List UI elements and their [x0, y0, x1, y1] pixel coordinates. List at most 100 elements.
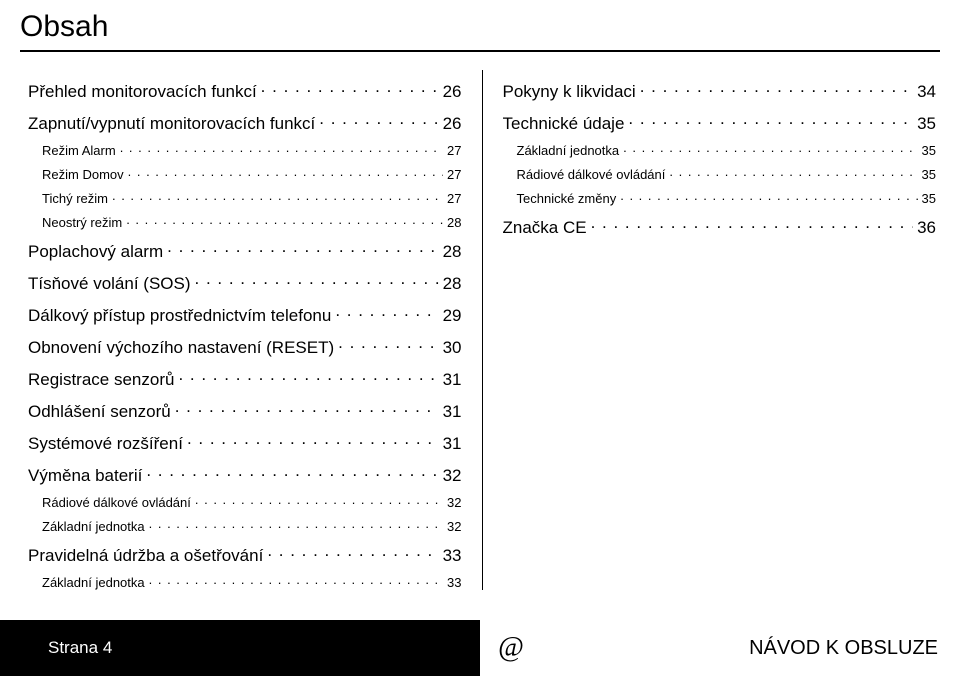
footer-right: @ NÁVOD K OBSLUZE	[480, 620, 960, 676]
toc-leader-dots	[640, 80, 913, 97]
toc-leader-dots	[178, 368, 438, 385]
title-wrap: Obsah	[0, 0, 960, 44]
toc-entry-label: Systémové rozšíření	[28, 434, 183, 454]
toc-leader-dots	[146, 464, 438, 481]
column-divider	[482, 70, 483, 590]
toc-row: Tichý režim 27	[28, 190, 462, 206]
toc-entry-label: Obnovení výchozího nastavení (RESET)	[28, 338, 334, 358]
footer-manual-label: NÁVOD K OBSLUZE	[749, 637, 938, 660]
toc-row: Značka CE 36	[503, 216, 937, 238]
toc-entry-label: Dálkový přístup prostřednictvím telefonu	[28, 306, 331, 326]
toc-leader-dots	[195, 494, 443, 507]
toc-entry-label: Neostrý režim	[42, 215, 122, 230]
toc-entry-page: 28	[447, 215, 461, 230]
toc-entry-label: Režim Domov	[42, 167, 124, 182]
toc-entry-label: Pravidelná údržba a ošetřování	[28, 546, 263, 566]
toc-entry-page: 28	[443, 242, 462, 262]
toc-entry-page: 32	[447, 495, 461, 510]
toc-row: Technické údaje 35	[503, 112, 937, 134]
toc-leader-dots	[195, 272, 439, 289]
toc-leader-dots	[175, 400, 439, 417]
toc-entry-page: 31	[443, 402, 462, 422]
toc-row: Systémové rozšíření31	[28, 432, 462, 454]
toc-entry-label: Poplachový alarm	[28, 242, 163, 262]
footer-page-number: 4	[103, 638, 112, 658]
toc-row: Zapnutí/vypnutí monitorovacích funkcí 26	[28, 112, 462, 134]
toc-row: Pravidelná údržba a ošetřování 33	[28, 544, 462, 566]
toc-row: Základní jednotka 35	[503, 142, 937, 158]
toc-row: Odhlášení senzorů31	[28, 400, 462, 422]
toc-entry-page: 33	[447, 575, 461, 590]
toc-entry-label: Režim Alarm	[42, 143, 116, 158]
toc-row: Přehled monitorovacích funkcí 26	[28, 80, 462, 102]
toc-row: Výměna baterií32	[28, 464, 462, 486]
toc-entry-page: 33	[443, 546, 462, 566]
toc-row: Registrace senzorů31	[28, 368, 462, 390]
toc-column-left: Přehled monitorovacích funkcí26Zapnutí/v…	[28, 70, 462, 590]
footer: Strana 4 @ NÁVOD K OBSLUZE	[0, 620, 960, 676]
toc-entry-label: Pokyny k likvidaci	[503, 82, 636, 102]
toc-row: Režim Alarm 27	[28, 142, 462, 158]
toc-entry-label: Tísňové volání (SOS)	[28, 274, 191, 294]
toc-entry-page: 32	[447, 519, 461, 534]
toc-entry-label: Rádiové dálkové ovládání	[517, 167, 666, 182]
toc-row: Obnovení výchozího nastavení (RESET) 30	[28, 336, 462, 358]
page-title: Obsah	[20, 10, 940, 44]
toc-leader-dots	[591, 216, 913, 233]
toc-entry-page: 31	[443, 370, 462, 390]
toc-entry-label: Technické změny	[517, 191, 617, 206]
toc-row: Rádiové dálkové ovládání 32	[28, 494, 462, 510]
toc-entry-label: Základní jednotka	[517, 143, 620, 158]
toc-row: Dálkový přístup prostřednictvím telefonu…	[28, 304, 462, 326]
toc-entry-label: Přehled monitorovacích funkcí	[28, 82, 257, 102]
toc-leader-dots	[338, 336, 438, 353]
toc-row: Pokyny k likvidaci 34	[503, 80, 937, 102]
toc-entry-page: 34	[917, 82, 936, 102]
footer-left: Strana 4	[0, 620, 480, 676]
toc-entry-page: 35	[922, 143, 936, 158]
toc-row: Technické změny 35	[503, 190, 937, 206]
toc-entry-page: 28	[443, 274, 462, 294]
toc-columns: Přehled monitorovacích funkcí26Zapnutí/v…	[0, 52, 960, 590]
toc-leader-dots	[267, 544, 438, 561]
toc-entry-page: 27	[447, 143, 461, 158]
footer-page-prefix: Strana	[48, 638, 98, 658]
toc-leader-dots	[261, 80, 439, 97]
toc-entry-label: Značka CE	[503, 218, 587, 238]
toc-leader-dots	[628, 112, 913, 129]
toc-entry-page: 30	[443, 338, 462, 358]
toc-entry-page: 36	[917, 218, 936, 238]
toc-leader-dots	[112, 190, 443, 203]
toc-entry-page: 29	[443, 306, 462, 326]
toc-entry-label: Tichý režim	[42, 191, 108, 206]
toc-entry-page: 26	[443, 114, 462, 134]
toc-leader-dots	[319, 112, 438, 129]
toc-entry-label: Základní jednotka	[42, 575, 145, 590]
toc-entry-page: 35	[922, 191, 936, 206]
at-icon: @	[498, 632, 524, 664]
toc-leader-dots	[128, 166, 443, 179]
toc-entry-label: Technické údaje	[503, 114, 625, 134]
toc-leader-dots	[149, 518, 443, 531]
toc-leader-dots	[187, 432, 439, 449]
toc-row: Tísňové volání (SOS) 28	[28, 272, 462, 294]
toc-entry-label: Zapnutí/vypnutí monitorovacích funkcí	[28, 114, 315, 134]
toc-leader-dots	[623, 142, 917, 155]
toc-entry-page: 26	[443, 82, 462, 102]
toc-entry-page: 27	[447, 191, 461, 206]
toc-leader-dots	[149, 574, 443, 587]
toc-row: Rádiové dálkové ovládání 35	[503, 166, 937, 182]
toc-entry-page: 27	[447, 167, 461, 182]
toc-entry-page: 35	[922, 167, 936, 182]
toc-row: Režim Domov 27	[28, 166, 462, 182]
toc-entry-page: 35	[917, 114, 936, 134]
toc-leader-dots	[120, 142, 443, 155]
toc-leader-dots	[126, 214, 443, 227]
toc-entry-label: Základní jednotka	[42, 519, 145, 534]
toc-entry-label: Rádiové dálkové ovládání	[42, 495, 191, 510]
toc-entry-label: Výměna baterií	[28, 466, 142, 486]
toc-row: Neostrý režim 28	[28, 214, 462, 230]
toc-row: Poplachový alarm 28	[28, 240, 462, 262]
toc-column-right: Pokyny k likvidaci34Technické údaje35Zák…	[503, 70, 937, 590]
toc-leader-dots	[335, 304, 438, 321]
